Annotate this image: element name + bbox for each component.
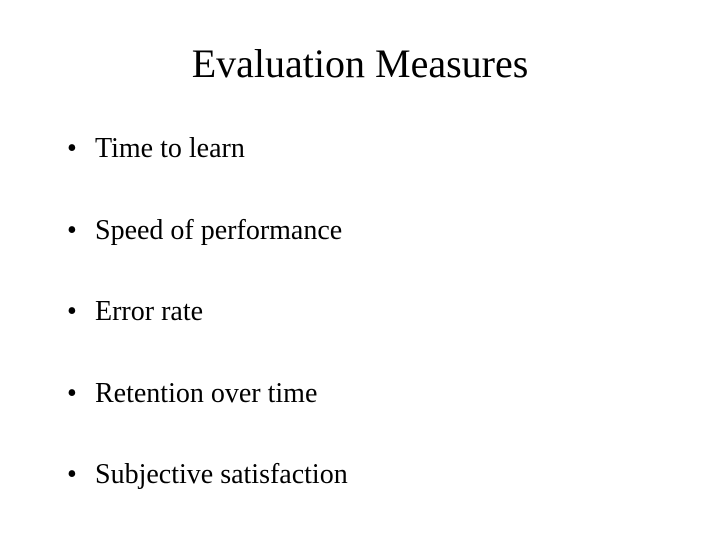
bullet-item: Speed of performance — [67, 214, 665, 248]
bullet-list: Time to learn Speed of performance Error… — [55, 132, 665, 492]
bullet-item: Error rate — [67, 295, 665, 329]
bullet-item: Retention over time — [67, 377, 665, 411]
bullet-item: Subjective satisfaction — [67, 458, 665, 492]
slide-container: Evaluation Measures Time to learn Speed … — [0, 0, 720, 540]
bullet-item: Time to learn — [67, 132, 665, 166]
slide-title: Evaluation Measures — [55, 40, 665, 87]
